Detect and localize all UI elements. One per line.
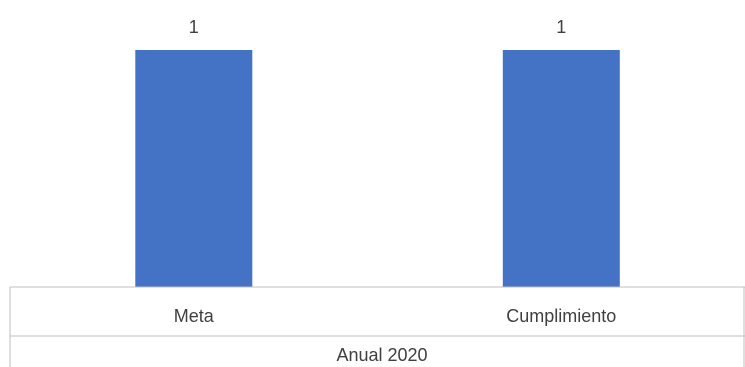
- bars-layer: [135, 50, 620, 287]
- category-labels-layer: Meta Cumplimiento: [174, 306, 617, 326]
- category-group-label: Anual 2020: [336, 345, 427, 365]
- bar-meta: [135, 50, 253, 287]
- bar-cumplimiento: [502, 50, 620, 287]
- category-label-meta: Meta: [174, 306, 215, 326]
- data-label-meta: 1: [189, 17, 199, 37]
- data-label-cumplimiento: 1: [556, 17, 566, 37]
- category-label-cumplimiento: Cumplimiento: [506, 306, 616, 326]
